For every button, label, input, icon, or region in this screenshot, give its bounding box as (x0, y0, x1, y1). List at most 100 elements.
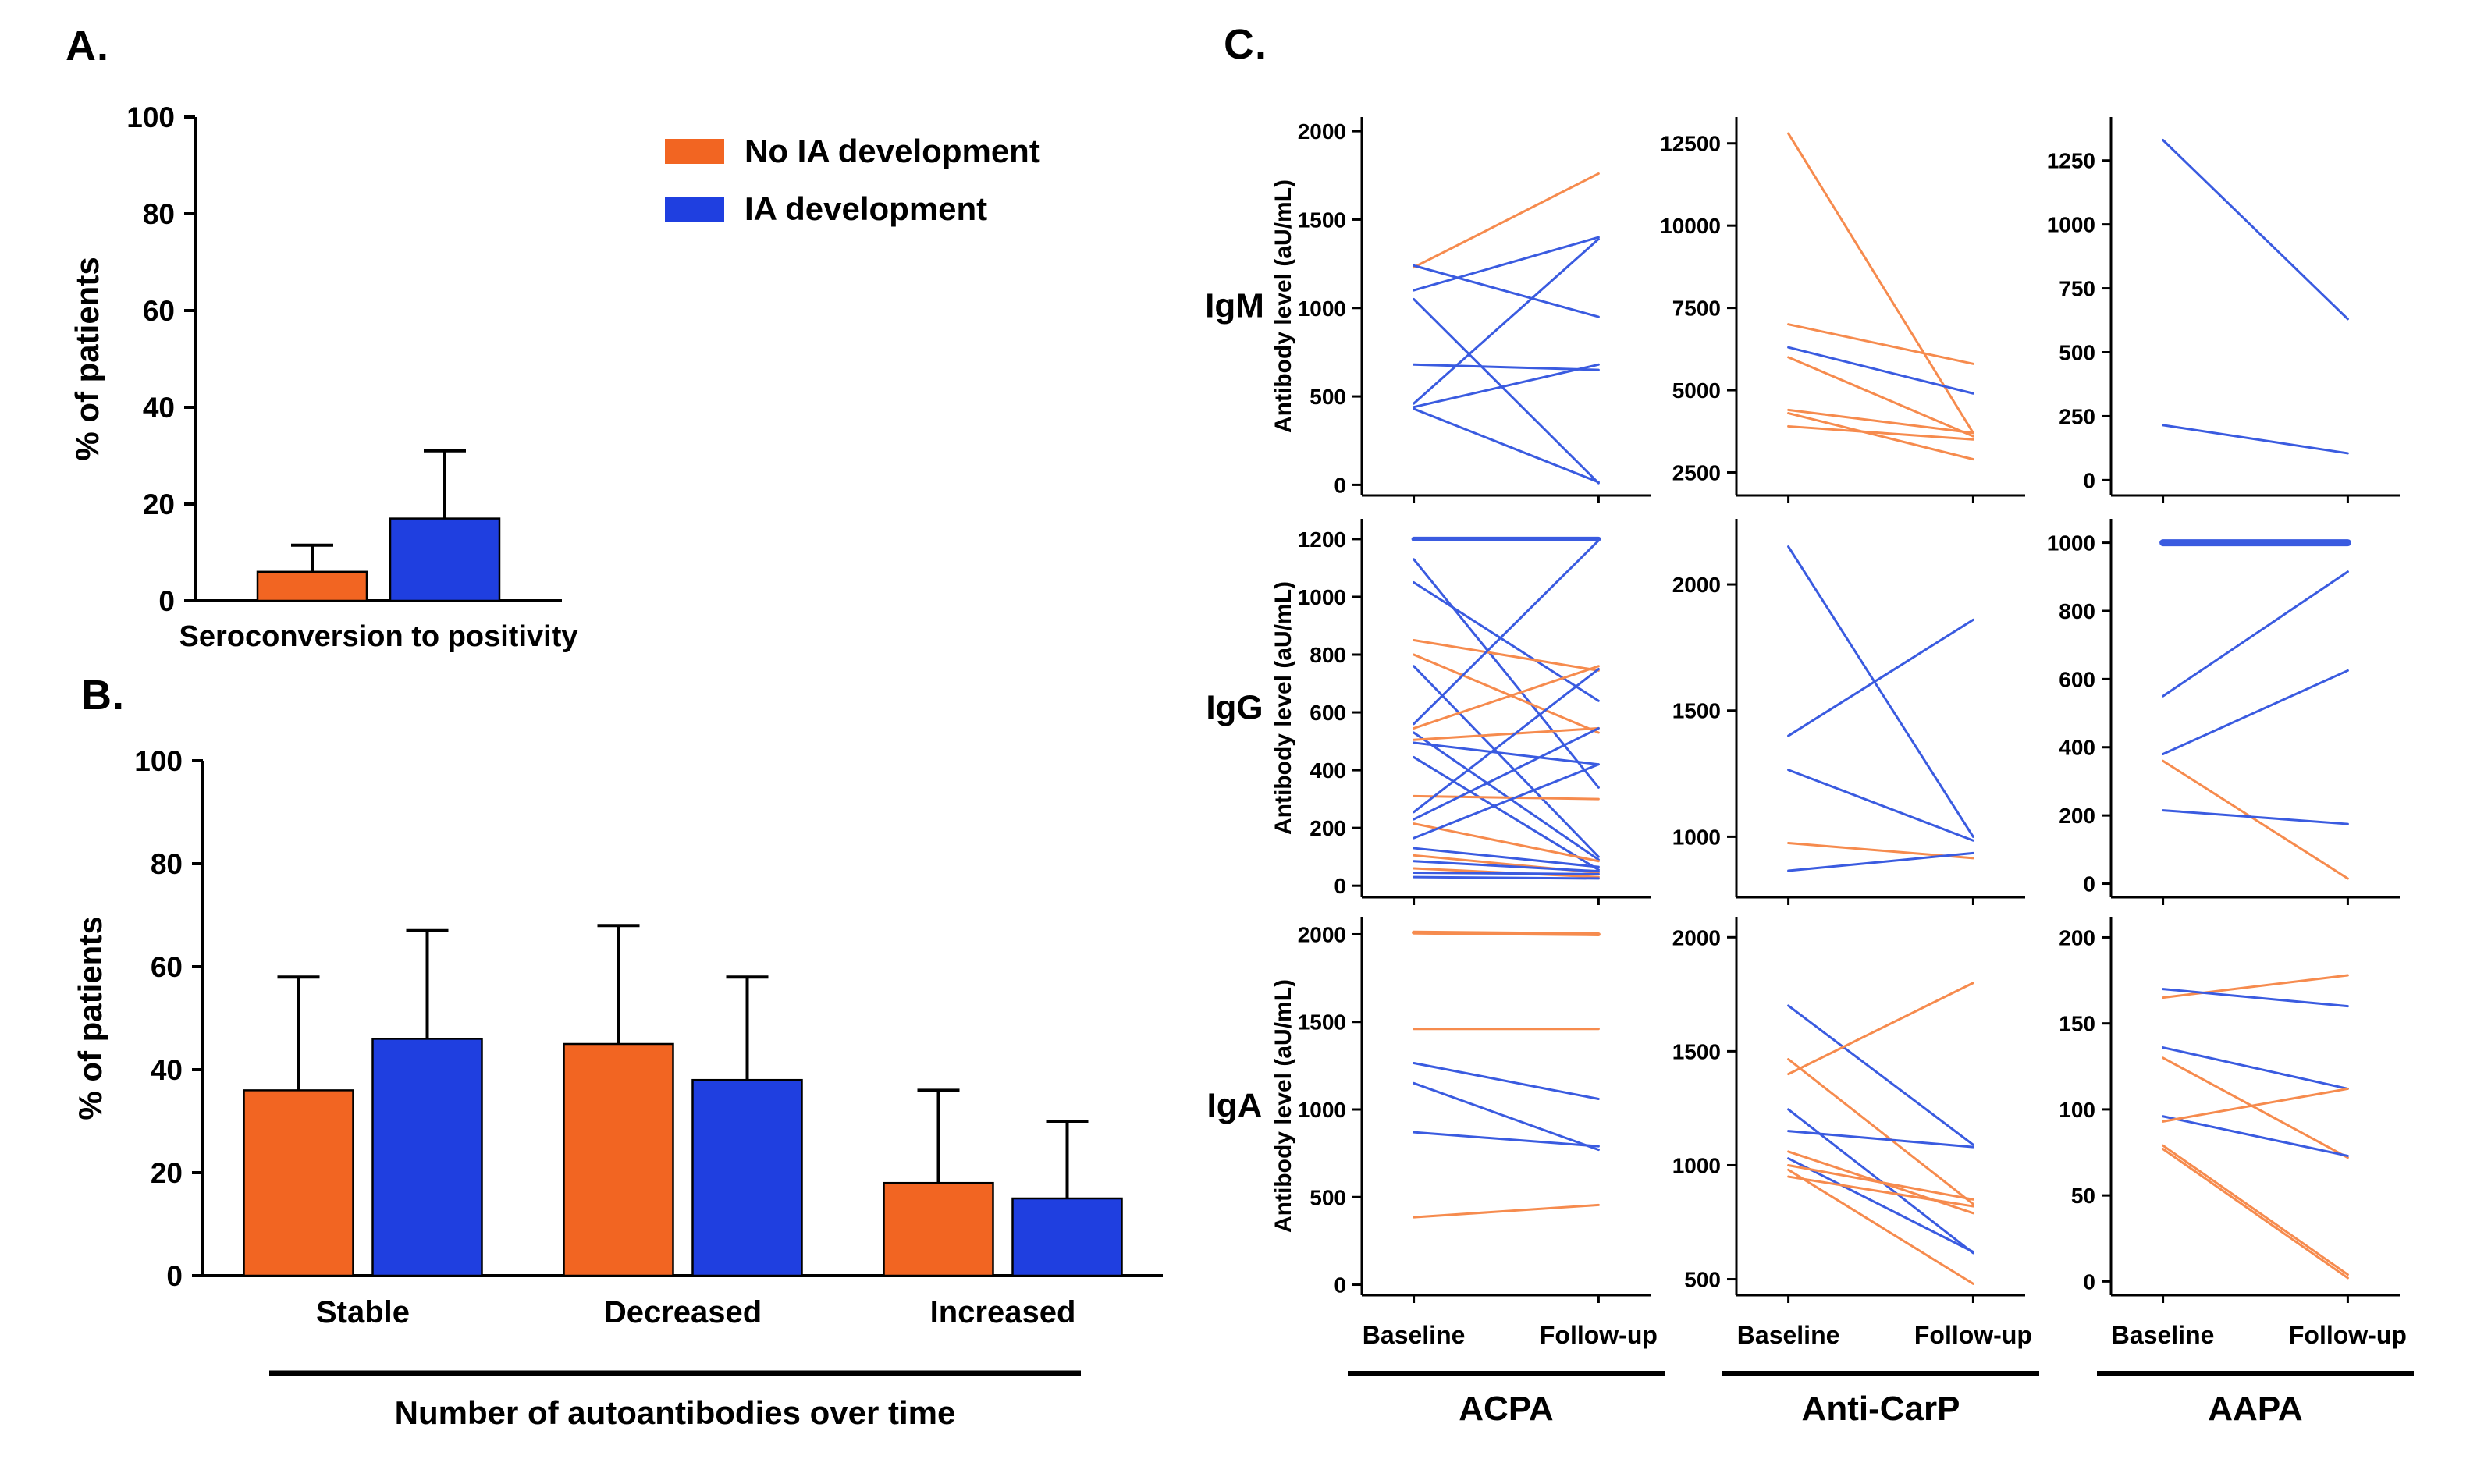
y-tick-label: 1500 (1672, 1039, 1721, 1063)
patient-line-no_ia (1787, 1168, 1974, 1285)
patient-line-no_ia (1787, 412, 1974, 461)
patient-line-ia (1787, 618, 1974, 737)
patient-line-no_ia (1787, 132, 1974, 435)
patient-line-ia (1413, 1081, 1600, 1152)
patient-line-ia (1413, 558, 1600, 789)
patient-line-ia (1787, 851, 1974, 872)
y-tick-label: 1000 (1298, 585, 1346, 609)
legend: No IA development IA development (665, 133, 1040, 228)
y-tick-label: 1000 (1298, 1098, 1346, 1122)
y-tick-label: 1000 (1672, 825, 1721, 849)
patient-line-ia (1413, 407, 1600, 484)
y-axis-title: % of patients (69, 257, 105, 460)
y-tick-label: 1250 (2047, 149, 2095, 173)
patient-line-ia (1413, 872, 1600, 875)
patient-line-no_ia (1787, 356, 1974, 438)
y-tick-label: 1500 (1672, 699, 1721, 723)
y-tick-label: 1000 (1298, 296, 1346, 321)
row-y-axis-title: Antibody level (aU/mL) (1270, 979, 1296, 1233)
y-tick-label: 7500 (1672, 296, 1721, 321)
y-tick-label: 80 (151, 848, 183, 880)
y-tick-label: 1500 (1298, 208, 1346, 232)
y-tick-label: 2500 (1672, 460, 1721, 485)
y-tick-label: 200 (2059, 804, 2095, 828)
y-tick-label: 600 (1310, 701, 1346, 725)
y-tick-label: 400 (2059, 736, 2095, 760)
y-axis-title: % of patients (72, 916, 108, 1120)
patient-line-ia (2162, 1046, 2349, 1090)
patient-line-no_ia (2162, 1087, 2349, 1123)
patient-line-ia (1413, 741, 1600, 766)
y-tick-label: 60 (143, 295, 175, 327)
patient-line-ia (1413, 580, 1600, 702)
patient-line-ia (1413, 847, 1600, 868)
y-tick-label: 500 (1310, 385, 1346, 409)
y-tick-label: 0 (2083, 1269, 2095, 1294)
patient-line-ia (1787, 1130, 1974, 1149)
row-label: IgM (1205, 287, 1264, 325)
category-label: Seroconversion to positivity (179, 620, 578, 653)
patient-line-ia (1413, 668, 1600, 814)
patient-line-ia (2162, 138, 2349, 321)
y-tick-label: 0 (1334, 1273, 1346, 1298)
patient-line-no_ia (1787, 982, 1974, 1076)
y-tick-label: 0 (1334, 473, 1346, 497)
panel-c-charts: 0500100015002000250050007500100001250002… (1205, 117, 2414, 1428)
bar-ia (691, 1078, 803, 1277)
y-tick-label: 1000 (2047, 213, 2095, 237)
patient-line-ia (2162, 570, 2349, 698)
y-tick-label: 750 (2059, 277, 2095, 301)
row-y-axis-title: Antibody level (aU/mL) (1270, 179, 1296, 433)
bar-ia (1011, 1197, 1123, 1277)
panel-a-label: A. (66, 23, 109, 69)
y-tick-label: 500 (1684, 1268, 1721, 1292)
y-tick-label: 0 (158, 585, 175, 617)
patient-line-ia (1413, 875, 1600, 880)
patient-line-no_ia (2162, 759, 2349, 880)
legend-item-no-ia: No IA development (665, 133, 1040, 170)
y-tick-label: 40 (143, 392, 175, 424)
legend-label-ia: IA development (745, 190, 988, 227)
patient-line-ia (1413, 1061, 1600, 1101)
patient-line-no_ia (1412, 930, 1601, 936)
patient-line-ia (1787, 769, 1974, 842)
column-title: Anti-CarP (1802, 1390, 1960, 1428)
y-tick-label: 60 (151, 951, 183, 983)
y-tick-label: 100 (134, 745, 183, 777)
panel-b-chart: 0 20 40 60 80 100 % of patients Stable Decreased… (72, 745, 1163, 1431)
y-tick-label: 20 (151, 1157, 183, 1189)
patient-line-ia (1413, 860, 1600, 873)
y-tick-label: 1000 (2047, 531, 2095, 556)
patient-line-ia (1413, 665, 1600, 858)
patient-line-ia (1413, 539, 1600, 726)
bar-no_ia (243, 1089, 354, 1277)
panel-b-label: B. (81, 672, 125, 719)
legend-item-ia: IA development (665, 190, 1040, 228)
y-tick-label: 2000 (1672, 573, 1721, 597)
patient-line-ia (2162, 988, 2349, 1008)
y-tick-label: 2000 (1298, 119, 1346, 144)
y-tick-label: 400 (1310, 758, 1346, 783)
row-y-axis-title: Antibody level (aU/mL) (1270, 581, 1296, 835)
x-category-baseline: Baseline (1737, 1321, 1840, 1349)
patient-line-no_ia (2162, 1144, 2349, 1276)
patient-line-ia (1787, 1157, 1974, 1253)
patient-line-no_ia (1787, 1163, 1974, 1201)
patient-line-ia (1413, 264, 1600, 318)
y-tick-label: 500 (1310, 1185, 1346, 1209)
patient-line-ia (1413, 755, 1600, 872)
y-tick-label: 0 (2083, 468, 2095, 492)
patient-line-no_ia (1413, 638, 1600, 672)
y-tick-label: 20 (143, 488, 175, 520)
y-tick-label: 12500 (1660, 132, 1721, 156)
patient-line-ia (1413, 297, 1600, 485)
patient-line-ia (1413, 1131, 1600, 1148)
y-tick-label: 200 (2059, 925, 2095, 950)
bar-ia (389, 517, 501, 602)
patient-line-no_ia (1787, 408, 1974, 435)
y-tick-label: 1500 (1298, 1010, 1346, 1035)
row-label: IgG (1206, 689, 1263, 727)
y-tick-label: 800 (2059, 599, 2095, 623)
y-tick-label: 100 (126, 101, 175, 133)
